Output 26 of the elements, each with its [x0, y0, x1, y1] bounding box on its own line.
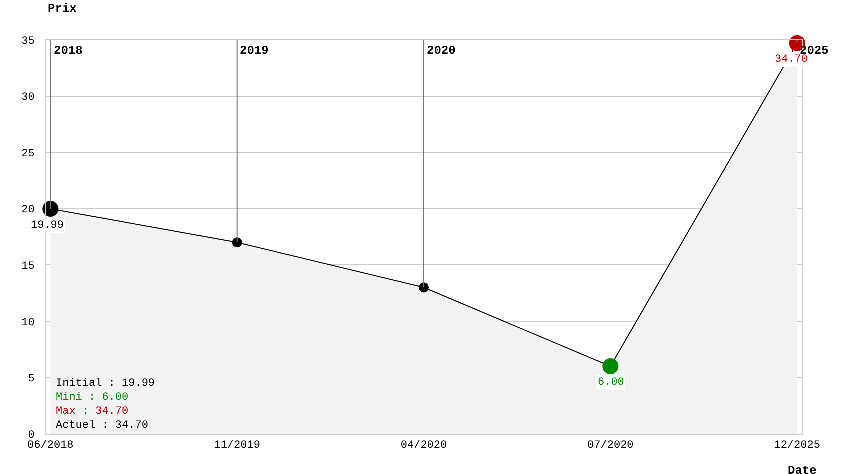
y-tick-label: 20	[22, 204, 35, 217]
annotation: Initial : 19.99	[56, 378, 156, 390]
y-tick-label: 5	[28, 374, 35, 386]
point	[42, 200, 59, 217]
y-tick-label: 30	[22, 92, 35, 104]
y-tick-label: 35	[22, 36, 35, 48]
y-tick-label: 0	[28, 430, 35, 442]
y-axis-title: Prix	[48, 2, 77, 16]
ref-line-label: 2018	[54, 44, 83, 58]
y-tick-label: 10	[22, 317, 35, 330]
x-tick-label: 04/2020	[400, 440, 448, 452]
x-axis-title: Date	[788, 464, 817, 474]
y-tick-label: 25	[22, 148, 35, 160]
x-tick-label: 11/2019	[214, 440, 260, 452]
data-label: 19.99	[31, 220, 64, 232]
x-tick-label: 06/2018	[28, 440, 74, 452]
ref-line-label: 2019	[240, 44, 269, 58]
data-label: 6.00	[598, 377, 624, 389]
x-tick-label: 12/2025	[774, 440, 820, 452]
annotation: Actuel : 34.70	[56, 420, 148, 432]
annotation: Mini : 6.00	[56, 392, 129, 404]
y-tick-label: 15	[22, 260, 35, 273]
annotation: Max : 34.70	[56, 406, 129, 418]
point	[602, 358, 619, 374]
x-tick-label: 07/2020	[588, 440, 634, 452]
ref-line-label: 2020	[427, 44, 456, 58]
